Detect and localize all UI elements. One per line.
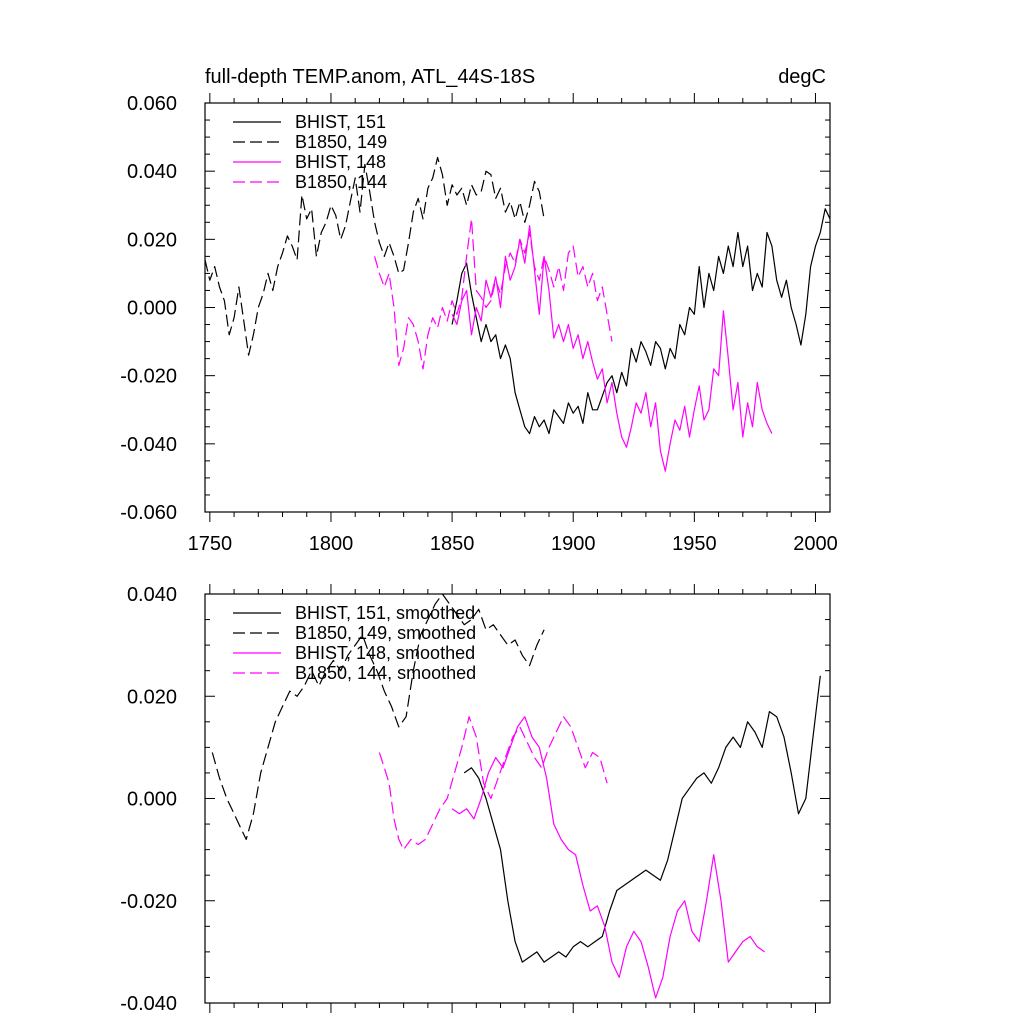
y-tick-label: 0.060: [127, 93, 177, 115]
x-tick-label: 2000: [793, 533, 838, 555]
series-line-3: [451, 716, 765, 999]
y-tick-label: 0.000: [127, 298, 177, 320]
legend-label: BHIST, 148, smoothed: [295, 643, 475, 663]
series-group: [205, 156, 830, 472]
y-tick-label: 0.020: [127, 686, 177, 708]
y-tick-label: -0.040: [120, 434, 177, 456]
legend-label: B1850, 149, smoothed: [295, 623, 476, 643]
series-line-2: [211, 594, 545, 840]
x-tick-label: 1950: [672, 533, 717, 555]
y-tick-label: 0.040: [127, 584, 177, 606]
legend-label: BHIST, 151, smoothed: [295, 603, 475, 623]
series-line-1: [451, 208, 830, 435]
series-line-3: [451, 225, 773, 472]
x-tick-label: 1850: [430, 533, 475, 555]
x-tick-label: 1750: [188, 533, 233, 555]
legend-label: B1850, 149: [295, 132, 387, 152]
chart-panel-2: -0.040 -0.020 0.000 0.020 0.040 BHIST, 151, s…: [120, 584, 831, 1015]
x-tick-label: 1900: [551, 533, 596, 555]
chart-title: full-depth TEMP.anom, ATL_44S-18S: [205, 66, 535, 88]
y-tick-label: 0.000: [127, 789, 177, 811]
series-group: [211, 594, 821, 999]
y-tick-label: -0.020: [120, 891, 177, 913]
series-line-4: [378, 716, 608, 851]
y-tick-label: 0.040: [127, 161, 177, 183]
y-tick-label: -0.020: [120, 366, 177, 388]
x-tick-label: 1800: [309, 533, 354, 555]
y-tick-label: -0.060: [120, 502, 177, 524]
chart-panel-1: 1750 1800 1850 1900 1950 2000 -0.060 -0.040 -0.0…: [120, 66, 837, 555]
units-label: degC: [778, 66, 826, 88]
legend-label: BHIST, 151: [295, 112, 386, 132]
series-line-1: [463, 675, 821, 963]
legend-label: B1850, 144: [295, 172, 387, 192]
series-line-4: [374, 218, 613, 370]
legend-label: B1850, 144, smoothed: [295, 663, 476, 683]
y-tick-label: 0.020: [127, 229, 177, 251]
series-line-2: [205, 156, 545, 356]
legend-label: BHIST, 148: [295, 152, 386, 172]
y-tick-label: -0.040: [120, 993, 177, 1015]
